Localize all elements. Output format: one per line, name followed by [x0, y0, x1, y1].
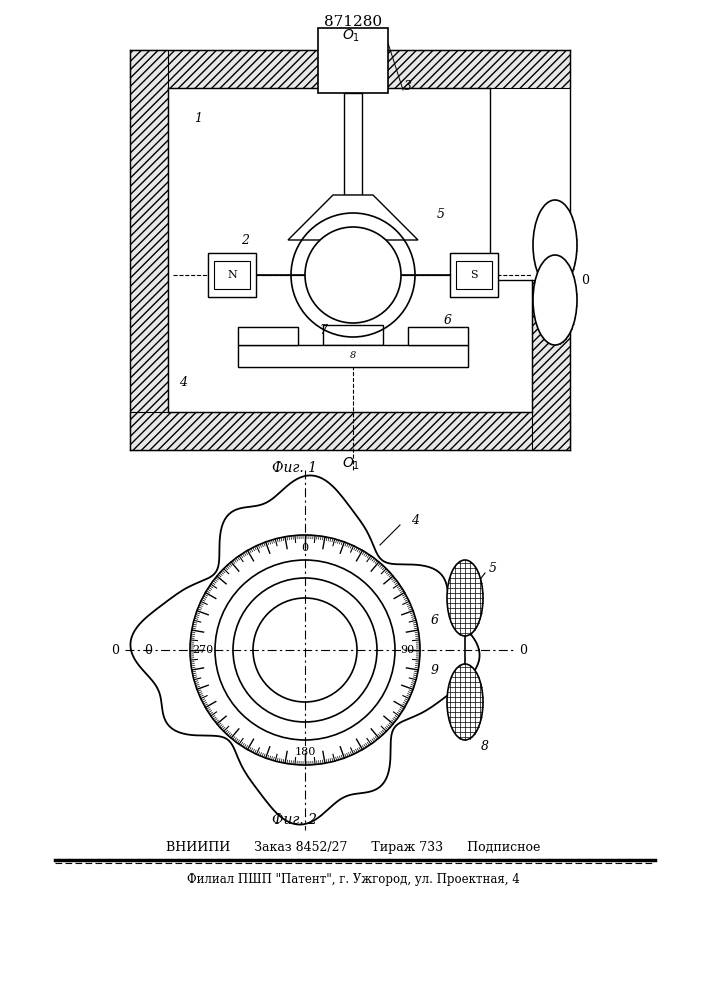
Bar	[130, 412, 570, 450]
Bar	[408, 327, 468, 345]
Circle shape	[305, 227, 401, 323]
Circle shape	[215, 560, 395, 740]
Text: 6: 6	[444, 314, 452, 326]
Bar	[214, 261, 250, 289]
Bar	[130, 50, 168, 450]
Bar	[238, 327, 298, 345]
Bar	[344, 93, 362, 195]
Circle shape	[190, 535, 420, 765]
Text: 8: 8	[350, 352, 356, 360]
Text: 6: 6	[431, 613, 439, 626]
Text: N: N	[227, 270, 237, 280]
Polygon shape	[288, 195, 418, 240]
Circle shape	[253, 598, 357, 702]
Text: 90: 90	[400, 645, 414, 655]
Ellipse shape	[533, 255, 577, 345]
Bar	[208, 253, 256, 297]
Text: 0: 0	[519, 644, 527, 656]
Text: 270: 270	[192, 645, 214, 655]
Bar	[318, 28, 388, 93]
Text: 1: 1	[194, 111, 202, 124]
Text: 8: 8	[481, 740, 489, 754]
Text: $O_1$: $O_1$	[342, 456, 360, 472]
Text: Фиг. 1: Фиг. 1	[272, 461, 317, 475]
Text: 2: 2	[241, 233, 249, 246]
Bar	[450, 253, 498, 297]
Text: 3: 3	[404, 81, 412, 94]
Text: 0: 0	[111, 644, 119, 656]
Text: ВНИИПИ      Заказ 8452/27      Тираж 733      Подписное: ВНИИПИ Заказ 8452/27 Тираж 733 Подписное	[166, 842, 540, 854]
Text: 5: 5	[489, 562, 497, 574]
Bar	[130, 50, 570, 88]
Polygon shape	[130, 475, 479, 825]
Text: 0: 0	[301, 543, 308, 553]
Text: Филиал ПШП "Патент", г. Ужгород, ул. Проектная, 4: Филиал ПШП "Патент", г. Ужгород, ул. Про…	[187, 874, 520, 886]
Text: 0: 0	[581, 273, 589, 286]
Bar	[238, 345, 468, 367]
Text: 180: 180	[294, 747, 316, 757]
Ellipse shape	[533, 200, 577, 290]
Text: 5: 5	[437, 209, 445, 222]
Bar	[323, 325, 383, 345]
Text: Фиг. 2: Фиг. 2	[272, 813, 317, 827]
Bar	[168, 88, 532, 412]
Circle shape	[233, 578, 377, 722]
Bar	[238, 345, 468, 367]
Ellipse shape	[447, 664, 483, 740]
Text: 0: 0	[144, 644, 152, 656]
Bar	[532, 280, 570, 450]
Text: S: S	[470, 270, 478, 280]
Text: 4: 4	[411, 514, 419, 526]
Bar	[208, 253, 256, 297]
Text: 7: 7	[319, 324, 327, 336]
Text: $O_1$: $O_1$	[342, 28, 360, 44]
Text: 871280: 871280	[324, 15, 382, 29]
Ellipse shape	[447, 560, 483, 636]
Bar	[238, 327, 298, 345]
Text: 9: 9	[431, 664, 439, 676]
Bar	[450, 253, 498, 297]
Text: 4: 4	[179, 375, 187, 388]
Bar	[456, 261, 492, 289]
Bar	[408, 327, 468, 345]
